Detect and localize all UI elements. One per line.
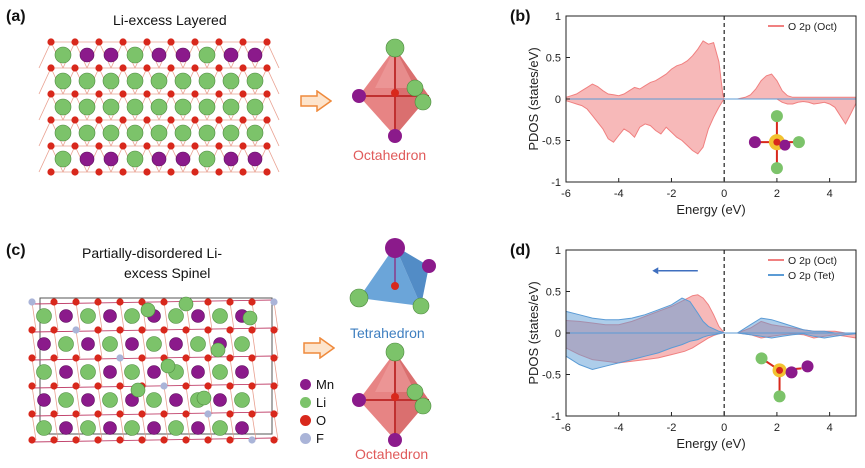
legend-item-mn: Mn — [300, 375, 334, 393]
legend-item-f: F — [300, 429, 334, 447]
li-atom-icon — [300, 396, 311, 408]
oct-oxygen-inset-icon — [748, 110, 805, 175]
panel-a-title: Li-excess Layered — [113, 12, 227, 28]
panel-c-title-line-2: excess Spinel — [124, 265, 211, 281]
mn-atom-icon — [300, 378, 311, 390]
arrow-right-icon — [300, 90, 332, 112]
legend-label: O — [316, 412, 327, 428]
tetrahedron-label: Tetrahedron — [350, 325, 425, 341]
x-tick-label: 4 — [827, 422, 833, 434]
tetrahedron-model — [349, 238, 436, 315]
panel-b-letter: (b) — [510, 8, 531, 25]
y-tick-label: -0.5 — [542, 136, 561, 148]
y-axis-label: PDOS (states/eV) — [526, 281, 541, 384]
x-tick-label: 2 — [774, 188, 780, 200]
arrow-right-icon — [303, 337, 335, 359]
x-axis-label: Energy (eV) — [676, 436, 745, 451]
panel-c-title-line-1: Partially-disordered Li- — [82, 245, 223, 261]
octahedron-label: Octahedron — [353, 147, 427, 163]
tet-oxygen-inset-icon — [755, 352, 814, 403]
legend-label: Mn — [316, 376, 335, 392]
o-atom-icon — [300, 414, 311, 426]
octahedron-model — [352, 38, 432, 143]
y-tick-label: 0 — [555, 328, 561, 340]
x-tick-label: -2 — [667, 422, 677, 434]
octahedron-label: Octahedron — [355, 446, 429, 462]
layered-crystal-structure — [38, 38, 280, 176]
shift-arrowhead-icon — [652, 267, 659, 275]
legend-label: F — [316, 430, 324, 446]
x-tick-label: -4 — [614, 422, 624, 434]
x-tick-label: -6 — [561, 188, 571, 200]
pdos-chart-d: -6 -4 -2 0 2 4 -1 -0.5 0 0.5 1 Energy (eV) PDOS (sta… — [526, 245, 857, 451]
series-line-down — [565, 332, 857, 371]
y-tick-label: -1 — [551, 411, 561, 423]
panel-a-letter: (a) — [6, 8, 26, 25]
panel-c-letter: (c) — [6, 242, 26, 259]
series-line-up — [565, 297, 856, 334]
x-tick-label: -2 — [667, 188, 677, 200]
atom-array — [28, 296, 278, 444]
x-tick-label: -4 — [614, 188, 624, 200]
legend-item-o: O — [300, 411, 334, 429]
x-tick-label: 0 — [721, 188, 727, 200]
series-area-up — [566, 298, 856, 333]
series-line-up — [565, 40, 856, 100]
legend-label: Li — [316, 394, 327, 410]
y-tick-label: 0 — [555, 94, 561, 106]
series-area-down — [566, 99, 856, 154]
element-legend: Mn Li O F — [300, 375, 334, 447]
f-atom-icon — [300, 432, 311, 444]
y-tick-label: 1 — [555, 245, 561, 257]
panel-d-letter: (d) — [510, 242, 531, 259]
x-tick-label: 0 — [721, 422, 727, 434]
x-tick-label: -6 — [561, 422, 571, 434]
y-tick-label: 1 — [555, 11, 561, 23]
series-area-up — [566, 40, 856, 99]
y-tick-label: -0.5 — [542, 370, 561, 382]
atom-array — [47, 38, 271, 176]
bond-network — [31, 299, 279, 443]
x-axis-label: Energy (eV) — [676, 202, 745, 217]
pdos-chart-b: -6 -4 -2 0 2 4 -1 -0.5 0 0.5 1 Energy (eV) PDOS (sta… — [526, 11, 857, 217]
y-tick-label: -1 — [551, 177, 561, 189]
legend-label: O 2p (Tet) — [788, 270, 835, 282]
y-axis-label: PDOS (states/eV) — [526, 47, 541, 150]
y-tick-label: 0.5 — [546, 287, 561, 299]
x-tick-label: 4 — [827, 188, 833, 200]
legend-label: O 2p (Oct) — [788, 255, 837, 267]
legend-item-li: Li — [300, 393, 334, 411]
y-tick-label: 0.5 — [546, 53, 561, 65]
octahedron-model — [352, 342, 432, 447]
spinel-crystal-structure — [28, 296, 279, 444]
series-line-down — [565, 98, 857, 155]
x-tick-label: 2 — [774, 422, 780, 434]
series-area-down — [566, 333, 856, 370]
legend-label: O 2p (Oct) — [788, 21, 837, 33]
